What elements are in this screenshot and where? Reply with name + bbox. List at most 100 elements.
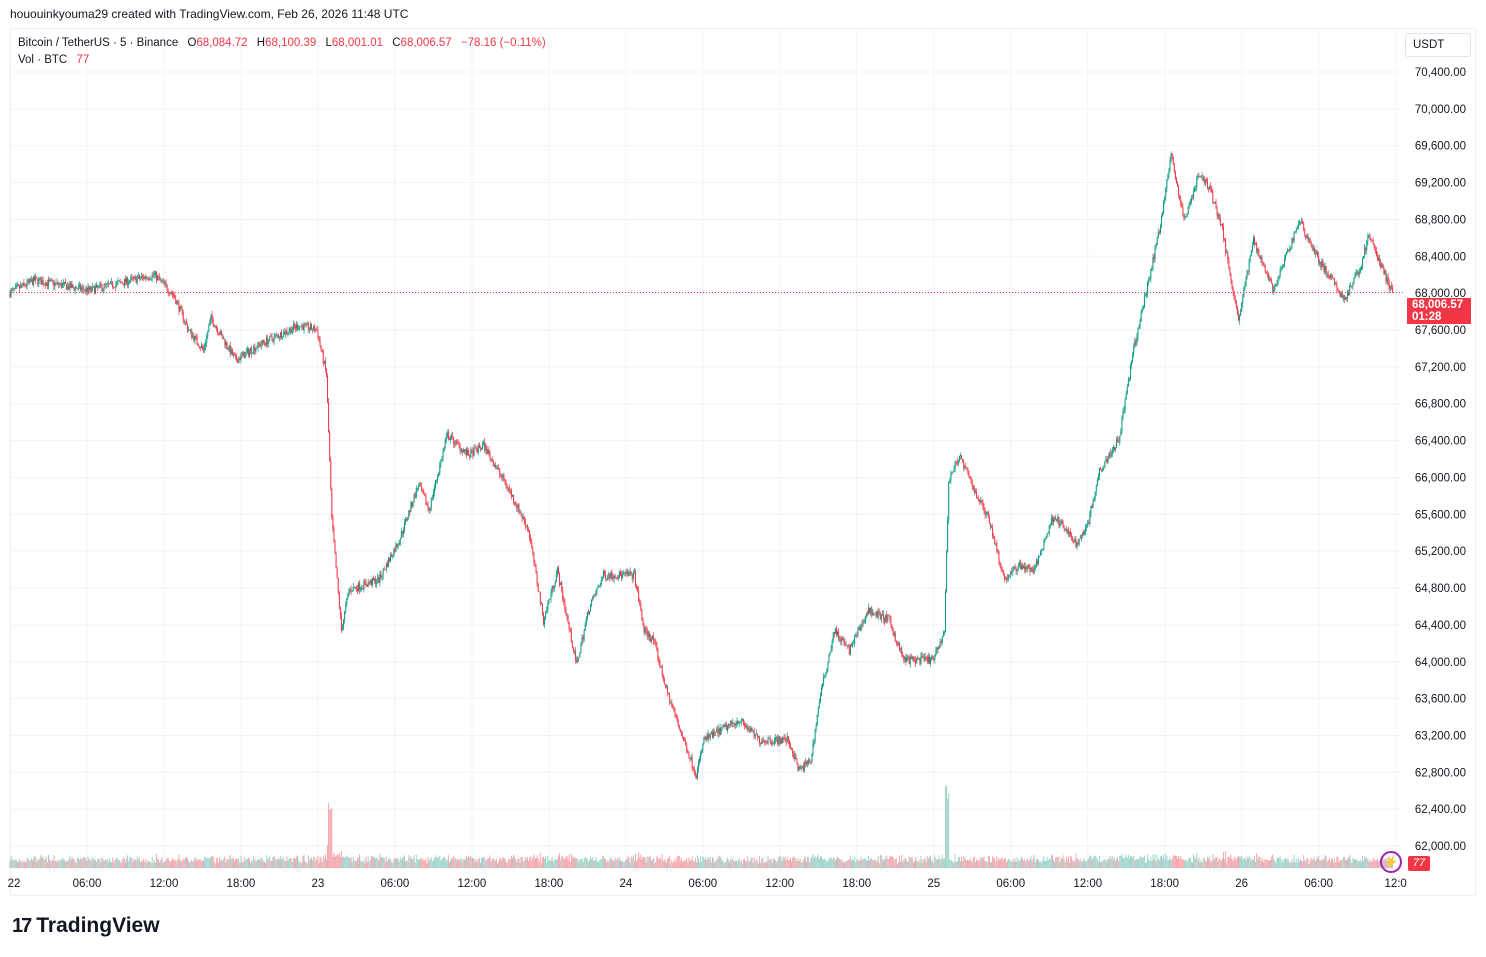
- candle-body: [903, 657, 905, 660]
- volume-bar: [667, 858, 669, 868]
- candle-body: [1185, 216, 1187, 217]
- candle-body: [299, 326, 301, 329]
- volume-bar: [1258, 856, 1260, 868]
- volume-bar: [773, 858, 775, 868]
- candle-body: [569, 629, 571, 631]
- volume-bar: [831, 859, 833, 868]
- candle-body: [995, 543, 997, 544]
- volume-bar: [810, 858, 812, 868]
- symbol-name[interactable]: Bitcoin / TetherUS · 5 · Binance: [18, 37, 179, 49]
- volume-bar: [1012, 858, 1014, 868]
- candle-body: [1329, 275, 1331, 278]
- volume-bar: [1229, 857, 1231, 868]
- volume-bar: [165, 859, 167, 868]
- candle-body: [366, 585, 368, 587]
- volume-bar: [827, 860, 829, 868]
- volume-bar: [142, 860, 144, 868]
- candle-body: [1347, 292, 1349, 299]
- candle-body: [590, 604, 592, 611]
- volume-bar: [875, 862, 877, 868]
- candle-body: [380, 573, 382, 577]
- volume-bar: [1355, 858, 1357, 868]
- volume-bar: [725, 860, 727, 868]
- volume-bar: [1303, 855, 1305, 868]
- volume-bar: [618, 857, 620, 868]
- candle-body: [235, 355, 237, 357]
- candle-body: [199, 347, 201, 349]
- volume-bar: [1050, 854, 1052, 868]
- volume-bar: [476, 861, 478, 868]
- candle-body: [1098, 468, 1100, 477]
- volume-bar: [1356, 860, 1358, 868]
- volume-bar: [554, 859, 556, 868]
- candle-body: [948, 482, 950, 520]
- candle-body: [730, 720, 732, 725]
- volume-bar: [1235, 859, 1237, 868]
- candle-body: [901, 648, 903, 655]
- volume-bar: [513, 854, 515, 868]
- volume-bar: [796, 861, 798, 868]
- volume-bar: [356, 858, 358, 868]
- volume-bar: [1277, 857, 1279, 868]
- volume-bar: [440, 860, 442, 868]
- candle-body: [968, 473, 970, 477]
- volume-bar: [1134, 860, 1136, 868]
- volume-bar: [390, 859, 392, 868]
- candle-body: [70, 282, 72, 288]
- lightning-icon[interactable]: ⚡: [1380, 851, 1402, 873]
- volume-bar: [234, 861, 236, 868]
- volume-bar: [730, 858, 732, 868]
- candle-body: [62, 282, 64, 285]
- volume-bar: [643, 857, 645, 868]
- candle-body: [394, 549, 396, 552]
- candle-body: [230, 349, 232, 355]
- candle-body: [1297, 223, 1299, 229]
- candle-body: [417, 486, 419, 489]
- volume-bar: [1044, 861, 1046, 868]
- price-tick: 65,600.00: [1415, 509, 1466, 521]
- volume-bar: [509, 859, 511, 868]
- volume-bar: [1220, 860, 1222, 868]
- volume-bar: [43, 860, 45, 868]
- candle-body: [1117, 439, 1119, 442]
- currency-selector[interactable]: USDT: [1405, 33, 1471, 57]
- candle-body: [1214, 201, 1216, 204]
- candle-body: [811, 753, 813, 763]
- candle-body: [402, 530, 404, 534]
- tradingview-logo[interactable]: 17 TradingView: [12, 914, 160, 938]
- volume-bar: [917, 860, 919, 868]
- volume-bar: [859, 859, 861, 868]
- volume-bar: [1122, 857, 1124, 868]
- candle-body: [1338, 290, 1340, 293]
- volume-bar: [492, 858, 494, 868]
- volume-bar: [1214, 858, 1216, 868]
- volume-bar: [1313, 857, 1315, 868]
- volume-bar: [227, 859, 229, 868]
- candle-body: [36, 277, 38, 279]
- volume-bar: [336, 855, 338, 868]
- candle-body: [856, 635, 858, 636]
- volume-bar: [784, 856, 786, 868]
- volume-bar: [46, 862, 48, 868]
- volume-bar: [455, 857, 457, 868]
- volume-bar: [78, 859, 80, 868]
- candle-body: [849, 644, 851, 655]
- candle-body: [905, 657, 907, 663]
- volume-bar: [204, 856, 206, 868]
- candle-body: [976, 491, 978, 498]
- candle-body: [1060, 520, 1062, 525]
- candle-body: [1124, 398, 1126, 410]
- volume-bar: [754, 861, 756, 868]
- candle-body: [980, 500, 982, 503]
- volume-label[interactable]: Vol · BTC: [18, 54, 68, 66]
- volume-bar: [447, 855, 449, 868]
- candle-body: [753, 729, 755, 737]
- volume-bar: [207, 857, 209, 868]
- candle-body: [320, 345, 322, 351]
- candle-body: [10, 290, 12, 297]
- volume-bar: [428, 860, 430, 868]
- volume-bar: [70, 859, 72, 868]
- candle-body: [444, 442, 446, 448]
- candle-body: [49, 279, 51, 281]
